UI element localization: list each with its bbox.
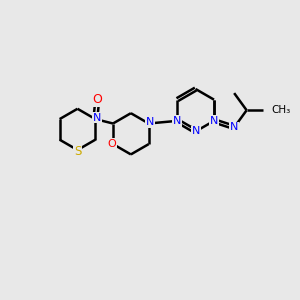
Text: N: N	[173, 116, 182, 126]
Text: N: N	[210, 116, 218, 126]
Text: CH₃: CH₃	[271, 105, 290, 115]
Text: S: S	[74, 145, 81, 158]
Text: N: N	[230, 122, 238, 132]
Text: N: N	[93, 112, 101, 123]
Text: N: N	[146, 117, 154, 127]
Text: O: O	[107, 139, 116, 149]
Text: N: N	[191, 126, 200, 136]
Text: O: O	[92, 93, 102, 106]
